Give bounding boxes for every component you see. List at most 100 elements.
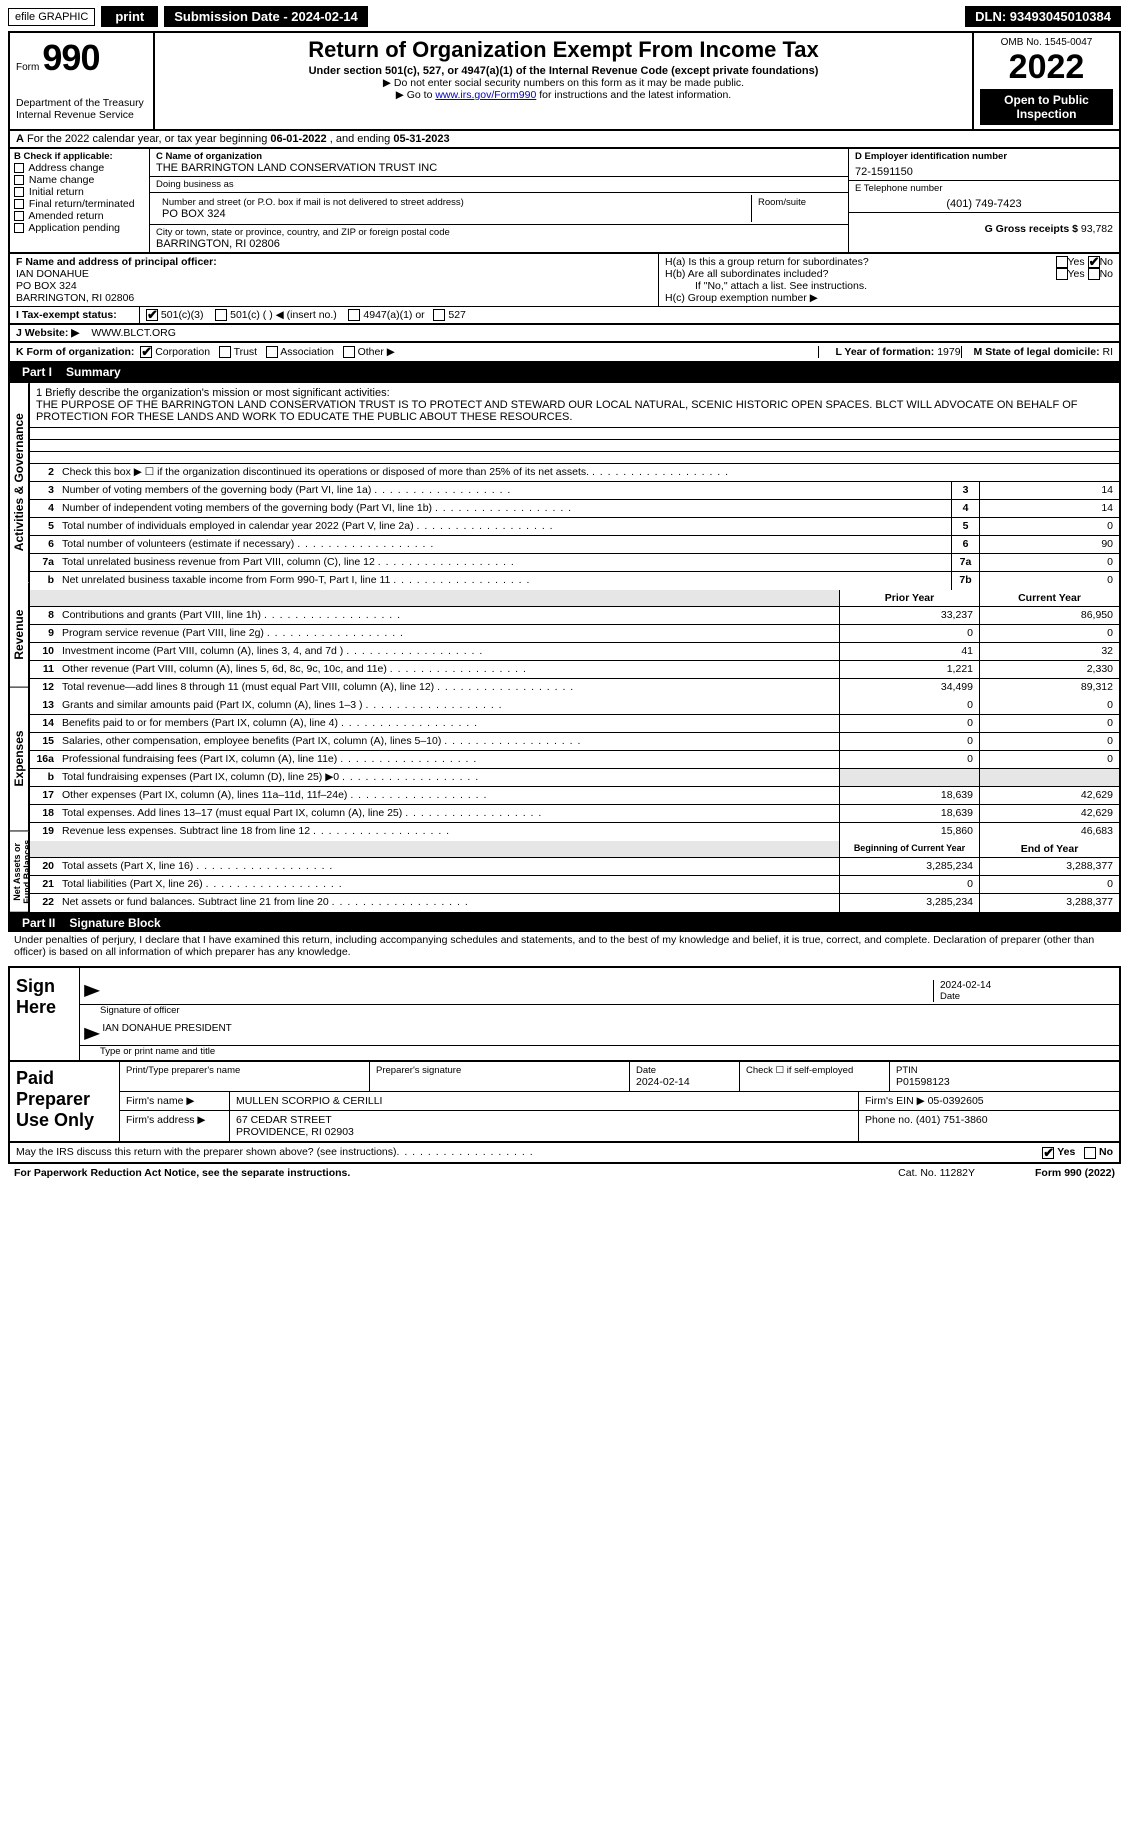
print-button[interactable]: print <box>101 6 158 27</box>
cb-trust[interactable] <box>219 346 231 358</box>
cb-hb-yes[interactable] <box>1056 268 1068 280</box>
firm-ein-val: 05-0392605 <box>928 1095 984 1107</box>
row-cy <box>979 769 1119 786</box>
lbl-no2: No <box>1100 268 1113 280</box>
topbar: efile GRAPHIC print Submission Date - 20… <box>8 6 1121 27</box>
hb-note: If "No," attach a list. See instructions… <box>665 280 1113 292</box>
prep-date-hdr: Date <box>636 1065 733 1076</box>
expense-rows: 13Grants and similar amounts paid (Part … <box>30 697 1119 841</box>
cb-name-change[interactable] <box>14 175 24 185</box>
summary-row: 18Total expenses. Add lines 13–17 (must … <box>30 805 1119 823</box>
cb-501c3[interactable] <box>146 309 158 321</box>
f-hdr: F Name and address of principal officer: <box>16 256 217 268</box>
irs-yes: Yes <box>1057 1146 1075 1158</box>
summary-row: 7aTotal unrelated business revenue from … <box>30 554 1119 572</box>
box-f: F Name and address of principal officer:… <box>10 254 659 306</box>
cb-initial-return[interactable] <box>14 187 24 197</box>
row-desc: Total revenue—add lines 8 through 11 (mu… <box>58 679 839 697</box>
cb-amended-return[interactable] <box>14 211 24 221</box>
phone-hdr: E Telephone number <box>855 183 1113 194</box>
irs-no: No <box>1099 1146 1113 1158</box>
website-val[interactable]: WWW.BLCT.ORG <box>85 325 1119 341</box>
summary-row: 15Salaries, other compensation, employee… <box>30 733 1119 751</box>
paid-label: Paid Preparer Use Only <box>10 1062 120 1141</box>
i-hdr: I Tax-exempt status: <box>10 307 140 323</box>
row-py: 18,639 <box>839 805 979 822</box>
summary-row: 22Net assets or fund balances. Subtract … <box>30 894 1119 912</box>
gross-val: 93,782 <box>1081 223 1113 235</box>
i-opts: 501(c)(3) 501(c) ( ) ◀ (insert no.) 4947… <box>140 307 1119 323</box>
cb-irs-yes[interactable] <box>1042 1147 1054 1159</box>
form-number: 990 <box>42 37 99 78</box>
section-subtitle: Under section 501(c), 527, or 4947(a)(1)… <box>161 65 966 77</box>
summary-row: 12Total revenue—add lines 8 through 11 (… <box>30 679 1119 697</box>
l-hdr: L Year of formation: <box>835 346 934 358</box>
cb-ha-no[interactable] <box>1088 256 1100 268</box>
ij-row: I Tax-exempt status: 501(c)(3) 501(c) ( … <box>8 307 1121 325</box>
row-desc: Other expenses (Part IX, column (A), lin… <box>58 787 839 804</box>
cb-other[interactable] <box>343 346 355 358</box>
entity-block: B Check if applicable: Address change Na… <box>8 147 1121 254</box>
row-desc: Investment income (Part VIII, column (A)… <box>58 643 839 660</box>
cb-corp[interactable] <box>140 346 152 358</box>
check-se-hdr: Check ☐ if self-employed <box>746 1065 883 1076</box>
row-num: 10 <box>30 643 58 660</box>
cb-assoc[interactable] <box>266 346 278 358</box>
row-num: 3 <box>30 482 58 499</box>
dots <box>397 1146 534 1158</box>
summary-row: 13Grants and similar amounts paid (Part … <box>30 697 1119 715</box>
firm-addr2: PROVIDENCE, RI 02903 <box>236 1126 852 1138</box>
row-desc: Net unrelated business taxable income fr… <box>58 572 951 590</box>
sig-date-val: 2024-02-14 <box>940 980 991 991</box>
irs-link[interactable]: www.irs.gov/Form990 <box>435 89 536 101</box>
row-num: 13 <box>30 697 58 714</box>
cb-527[interactable] <box>433 309 445 321</box>
row-py: 0 <box>839 625 979 642</box>
na-col-hdr: Beginning of Current Year End of Year <box>30 841 1119 858</box>
firm-ein-hdr: Firm's EIN ▶ <box>865 1095 925 1107</box>
ein-hdr: D Employer identification number <box>855 151 1007 162</box>
f-name: IAN DONAHUE <box>16 268 89 280</box>
summary-row: 21Total liabilities (Part X, line 26) 00 <box>30 876 1119 894</box>
vlabel-exp: Expenses <box>10 687 29 831</box>
row-cy: 0 <box>979 625 1119 642</box>
m-block: M State of legal domicile: RI <box>961 346 1113 358</box>
penalties-text: Under penalties of perjury, I declare th… <box>8 932 1121 960</box>
cb-4947[interactable] <box>348 309 360 321</box>
vlabel-rev: Revenue <box>10 583 29 688</box>
cb-irs-no[interactable] <box>1084 1147 1096 1159</box>
row-desc: Number of voting members of the governin… <box>58 482 951 499</box>
cb-application-pending[interactable] <box>14 223 24 233</box>
row-py: 1,221 <box>839 661 979 678</box>
summary-rows: 1 Briefly describe the organization's mi… <box>30 383 1119 912</box>
row-val: 0 <box>979 572 1119 590</box>
row-py: 0 <box>839 876 979 893</box>
cb-address-change[interactable] <box>14 163 24 173</box>
tax-exempt-hdr: I Tax-exempt status: <box>16 309 117 321</box>
opt-527: 527 <box>448 309 466 321</box>
firm-addr1: 67 CEDAR STREET <box>236 1114 852 1126</box>
mission-text: THE PURPOSE OF THE BARRINGTON LAND CONSE… <box>36 399 1113 423</box>
box-deg: D Employer identification number 72-1591… <box>849 149 1119 252</box>
row-val: 14 <box>979 482 1119 499</box>
summary-row: 5Total number of individuals employed in… <box>30 518 1119 536</box>
gross-hdr: G Gross receipts $ <box>985 223 1078 235</box>
firm-addr-hdr: Firm's address ▶ <box>120 1111 230 1141</box>
cb-501c[interactable] <box>215 309 227 321</box>
cb-hb-no[interactable] <box>1088 268 1100 280</box>
firm-phone-val: (401) 751-3860 <box>916 1114 988 1126</box>
row-desc: Net assets or fund balances. Subtract li… <box>58 894 839 912</box>
row-desc: Contributions and grants (Part VIII, lin… <box>58 607 839 624</box>
row-box: 7a <box>951 554 979 571</box>
period-end: 05-31-2023 <box>393 133 449 145</box>
row-py: 41 <box>839 643 979 660</box>
cb-ha-yes[interactable] <box>1056 256 1068 268</box>
row-box: 3 <box>951 482 979 499</box>
na-cy-hdr: End of Year <box>979 841 1119 857</box>
row-py: 18,639 <box>839 787 979 804</box>
row-cy: 0 <box>979 733 1119 750</box>
form-header: Form 990 Department of the Treasury Inte… <box>8 31 1121 131</box>
instructions-line: ▶ Go to www.irs.gov/Form990 for instruct… <box>161 89 966 101</box>
cb-final-return[interactable] <box>14 199 24 209</box>
lbl-yes2: Yes <box>1068 268 1085 280</box>
